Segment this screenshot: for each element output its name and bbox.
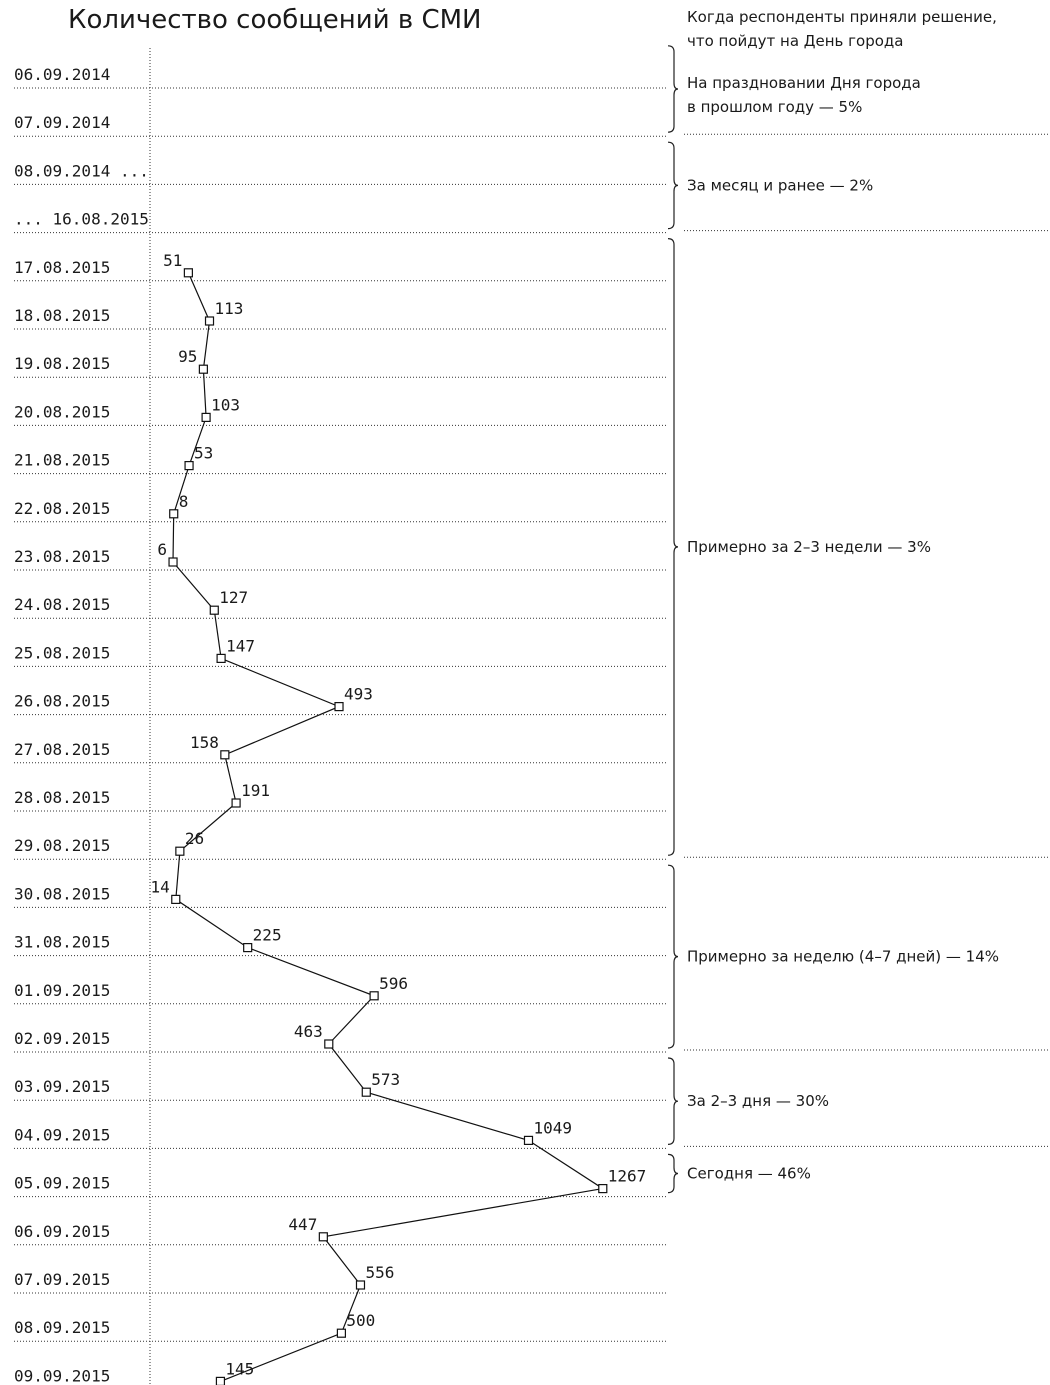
data-label: 573 — [371, 1070, 400, 1089]
decision-title-line-1: Когда респонденты приняли решение, — [687, 8, 997, 26]
data-point — [336, 1328, 346, 1338]
data-label: 113 — [215, 299, 244, 318]
group-label: Сегодня — 46% — [687, 1165, 811, 1183]
data-label: 596 — [379, 974, 408, 993]
decision-title-line-2: что пойдут на День города — [687, 32, 903, 50]
data-point — [318, 1232, 328, 1242]
row-label: 23.08.2015 — [14, 547, 110, 566]
row-label: 08.09.2014 ... — [14, 161, 149, 180]
row-label: 21.08.2015 — [14, 451, 110, 470]
row-label: ... 16.08.2015 — [14, 210, 149, 229]
row-label: 29.08.2015 — [14, 836, 110, 855]
data-label: 145 — [225, 1359, 254, 1378]
data-label: 447 — [288, 1215, 317, 1234]
data-point — [231, 798, 241, 808]
data-label: 147 — [226, 636, 255, 655]
row-label: 19.08.2015 — [14, 354, 110, 373]
group-label: Примерно за 2–3 недели — 3% — [687, 538, 931, 556]
data-label: 26 — [185, 829, 204, 848]
data-point — [201, 412, 211, 422]
group-label: На праздновании Дня города — [687, 74, 921, 92]
data-point — [198, 364, 208, 374]
group-brace — [667, 238, 679, 856]
data-label: 225 — [253, 926, 282, 945]
data-label: 1267 — [608, 1167, 647, 1186]
series: 51 113 95 103 53 8 6 127 147 493 158 191 26 14 225 596 4… — [151, 251, 647, 1385]
series-line — [172, 272, 605, 1382]
chart-title: Количество сообщений в СМИ — [68, 5, 482, 35]
data-label: 51 — [163, 251, 182, 270]
data-point — [204, 316, 215, 326]
data-point — [361, 1087, 371, 1097]
data-point — [324, 1039, 334, 1049]
data-point — [215, 1376, 226, 1385]
data-label: 463 — [294, 1022, 323, 1041]
row-label: 31.08.2015 — [14, 933, 110, 952]
group-brace — [667, 864, 679, 1049]
row-label: 02.09.2015 — [14, 1029, 110, 1048]
data-label: 103 — [211, 395, 240, 414]
row-label: 22.08.2015 — [14, 499, 110, 518]
data-label: 158 — [190, 733, 219, 752]
row-label: 01.09.2015 — [14, 981, 110, 1000]
row-label: 18.08.2015 — [14, 306, 110, 325]
row-label: 08.09.2015 — [14, 1318, 110, 1337]
row-label: 07.09.2014 — [14, 113, 110, 132]
data-point — [168, 557, 178, 567]
data-point — [175, 846, 185, 856]
row-label: 06.09.2014 — [14, 65, 110, 84]
data-label: 8 — [179, 492, 189, 511]
data-point — [220, 750, 230, 760]
row-label: 27.08.2015 — [14, 740, 110, 759]
data-point — [184, 461, 194, 471]
row-label: 25.08.2015 — [14, 643, 110, 662]
data-label: 493 — [344, 685, 373, 704]
data-point — [216, 653, 226, 664]
group-label: Примерно за неделю (4–7 дней) — 14% — [687, 948, 999, 966]
data-label: 556 — [365, 1263, 394, 1282]
data-point — [169, 509, 179, 519]
group-label: За 2–3 дня — 30% — [687, 1092, 829, 1110]
row-label: 17.08.2015 — [14, 258, 110, 277]
row-label: 09.09.2015 — [14, 1366, 110, 1385]
row-label: 24.08.2015 — [14, 595, 110, 614]
group-brace — [667, 141, 679, 230]
data-point — [523, 1135, 534, 1146]
data-label: 53 — [194, 444, 213, 463]
row-label: 04.09.2015 — [14, 1125, 110, 1144]
data-label: 191 — [241, 781, 270, 800]
data-label: 95 — [178, 347, 197, 366]
row-label: 30.08.2015 — [14, 884, 110, 903]
data-point — [369, 991, 379, 1001]
data-point — [243, 942, 253, 953]
row-label: 06.09.2015 — [14, 1222, 110, 1241]
decision-panel: Когда респонденты приняли решение, что п… — [667, 8, 1050, 1194]
data-point — [183, 268, 193, 278]
data-label: 127 — [219, 588, 248, 607]
row-label: 20.08.2015 — [14, 402, 110, 421]
group-label: За месяц и ранее — 2% — [687, 176, 873, 194]
data-point — [598, 1183, 608, 1194]
group-brace — [667, 1057, 679, 1145]
data-point — [171, 894, 181, 905]
data-point — [209, 605, 219, 615]
data-label: 14 — [151, 877, 170, 896]
data-label: 6 — [157, 540, 167, 559]
group-brace — [667, 45, 679, 133]
data-point — [334, 701, 344, 712]
row-label: 07.09.2015 — [14, 1270, 110, 1289]
row-label: 03.09.2015 — [14, 1077, 110, 1096]
data-point — [355, 1280, 366, 1290]
group-brace — [667, 1153, 679, 1194]
data-label: 500 — [346, 1311, 375, 1330]
row-grid: 06.09.2014 07.09.2014 08.09.2014 ... ... 16… — [14, 65, 668, 1385]
row-label: 05.09.2015 — [14, 1174, 110, 1193]
data-label: 1049 — [533, 1118, 572, 1137]
row-label: 26.08.2015 — [14, 692, 110, 711]
group-label: в прошлом году — 5% — [687, 98, 862, 116]
row-label: 28.08.2015 — [14, 788, 110, 807]
